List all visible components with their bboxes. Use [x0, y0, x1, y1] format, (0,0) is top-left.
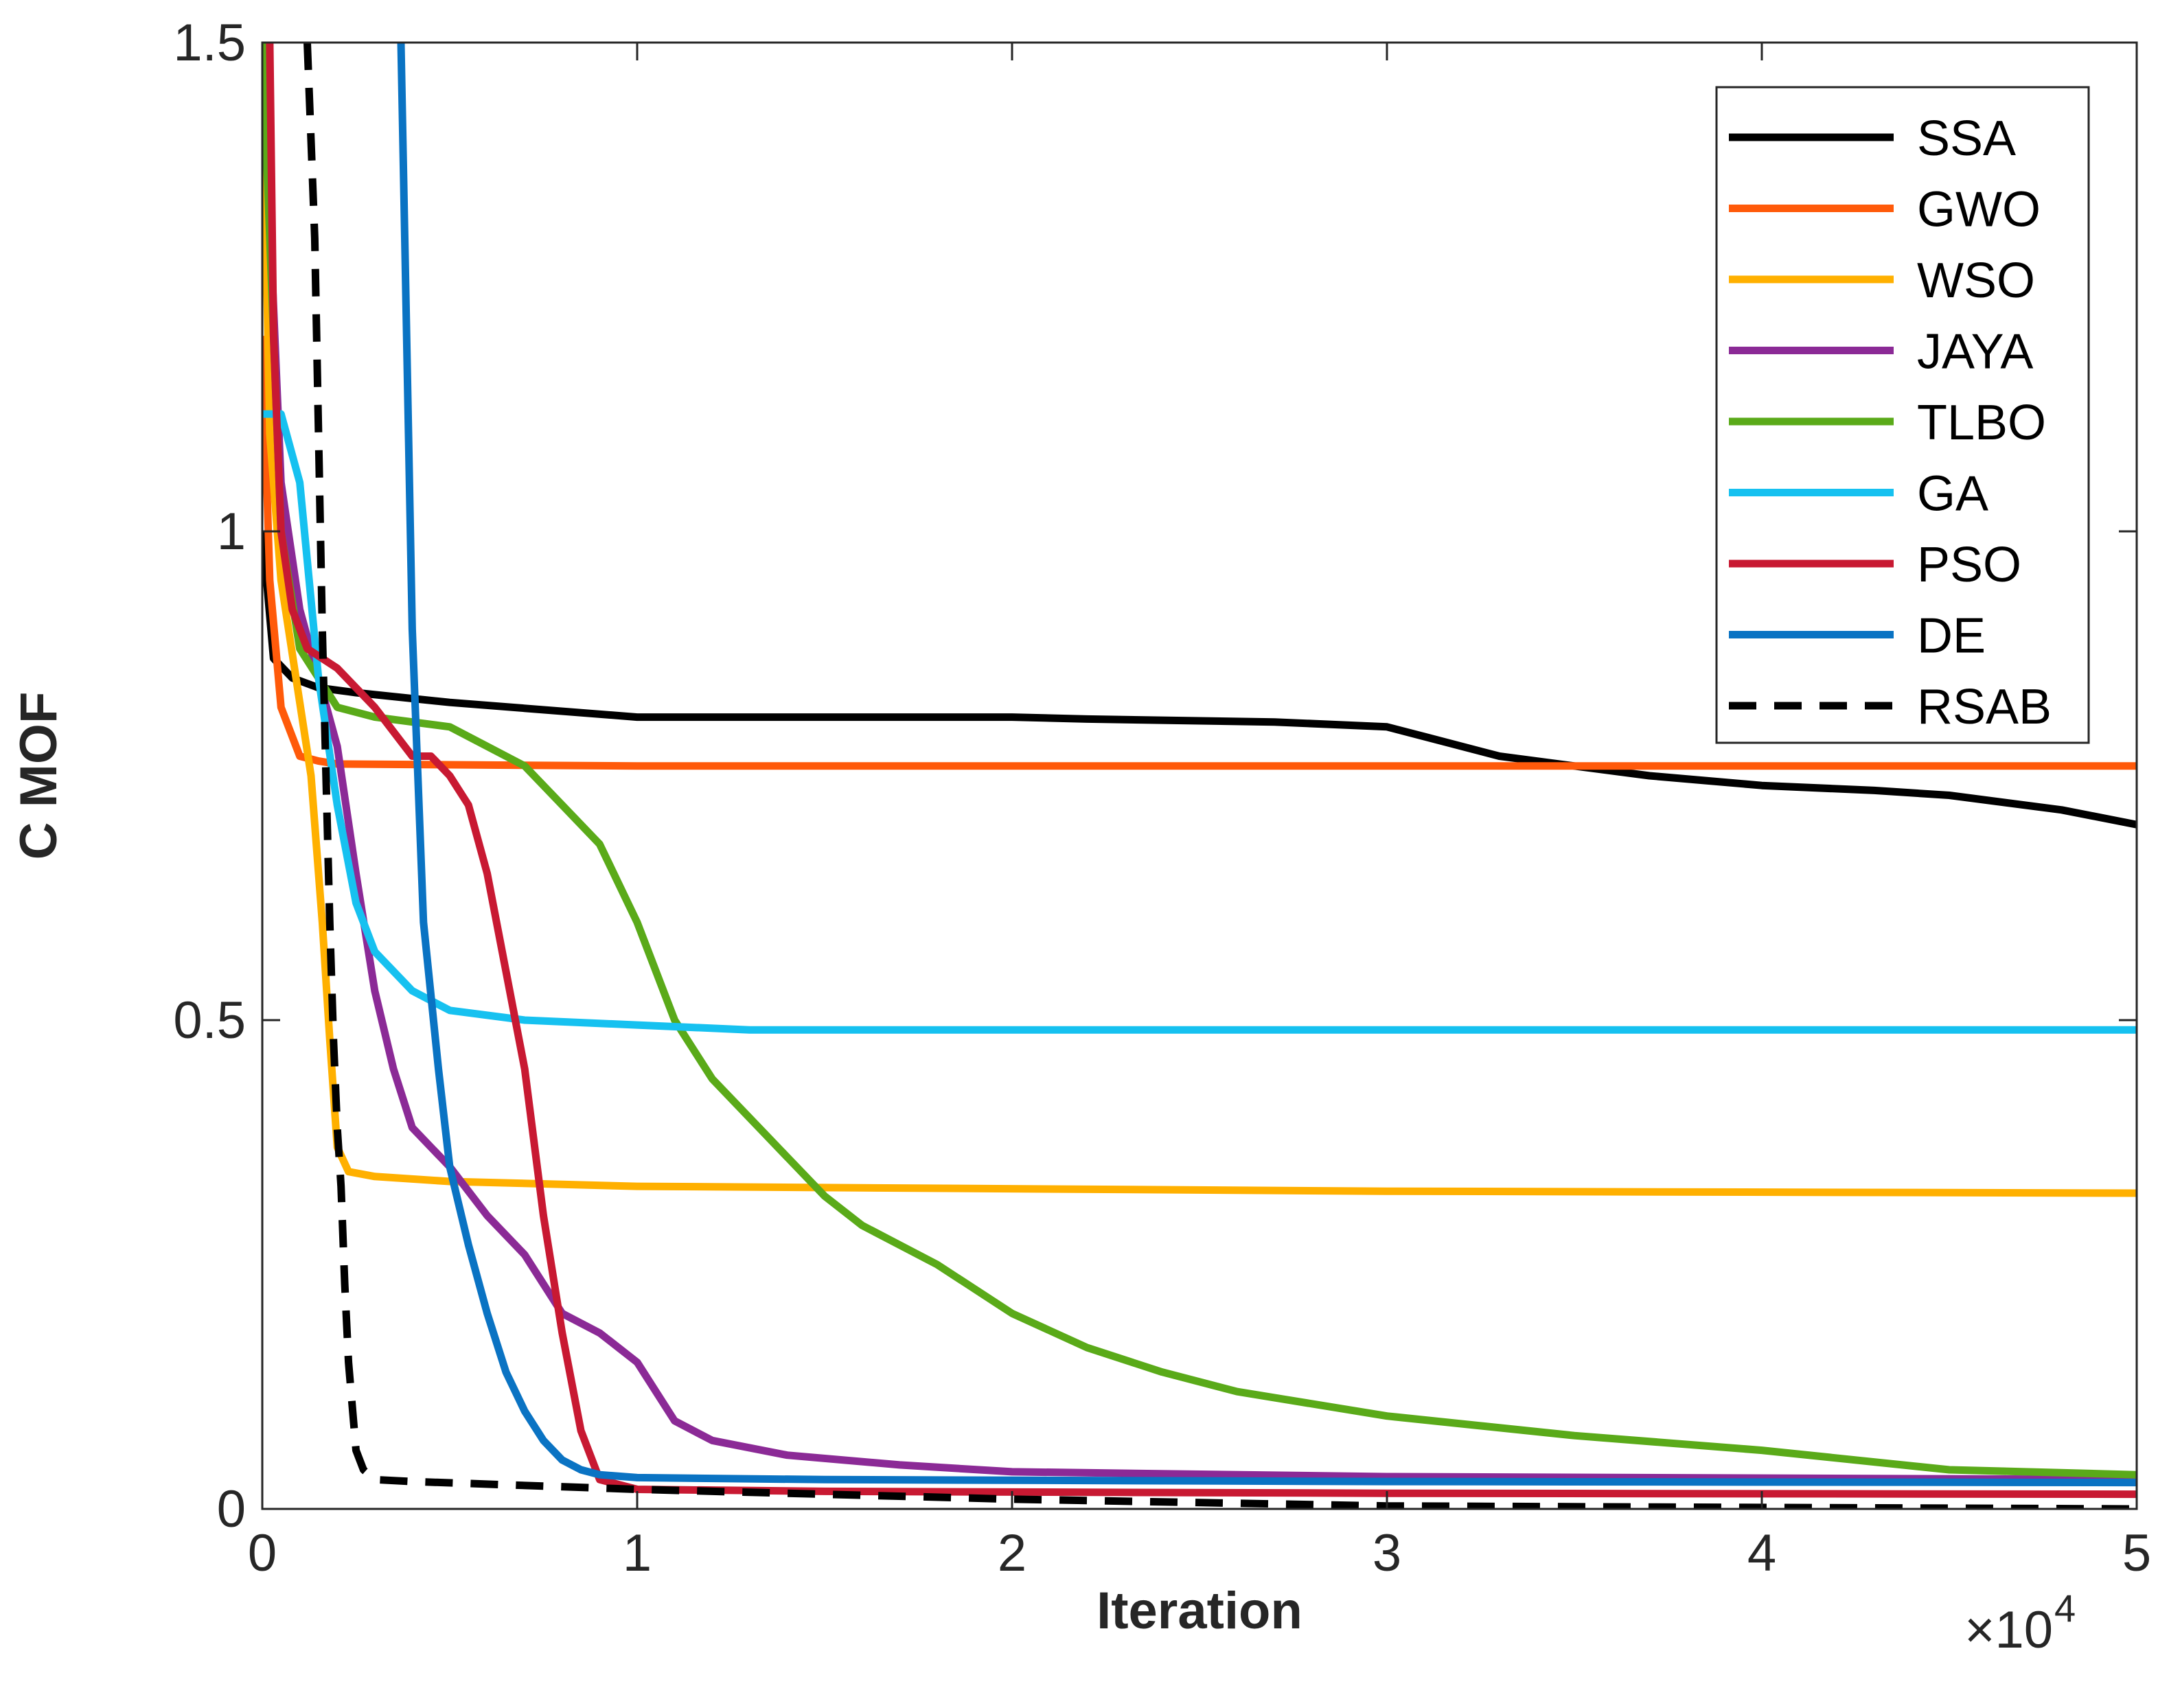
legend-item-de: DE: [1729, 609, 1986, 664]
legend-item-pso: PSO: [1729, 538, 2021, 592]
legend-item-wso: WSO: [1729, 253, 2035, 308]
y-tick-label: 1: [217, 503, 246, 561]
series-layer: [262, 43, 2137, 1509]
y-axis-label: C MOF: [10, 692, 68, 860]
legend-item-jaya: JAYA: [1729, 325, 2033, 380]
legend-label: SSA: [1917, 111, 2016, 166]
series-line-rsab: [303, 43, 2137, 1509]
axes-box: [261, 41, 2138, 1510]
series-line-pso: [266, 43, 2137, 1499]
legend-label: GWO: [1917, 183, 2041, 238]
legend-item-tlbo: TLBO: [1729, 395, 2046, 450]
series-line-ga: [262, 410, 2137, 1034]
legend-item-ssa: SSA: [1729, 111, 2016, 166]
legend: SSA GWO WSO JAYA TLBO GA PSO DE RSAB: [1715, 86, 2090, 744]
x-tick-label: 5: [2122, 1524, 2151, 1582]
x-multiplier: ×10 4: [1964, 1586, 2076, 1659]
legend-item-rsab: RSAB: [1729, 680, 2052, 735]
legend-label: GA: [1917, 467, 1988, 522]
x-multiplier-exponent: 4: [2054, 1586, 2076, 1630]
x-axis-label: Iteration: [1097, 1582, 1302, 1640]
x-multiplier-base: ×10: [1964, 1601, 2053, 1659]
series-line-de: [397, 43, 2137, 1487]
legend-label: JAYA: [1917, 325, 2033, 380]
y-tick-label: 0: [217, 1480, 246, 1538]
x-tick-label: 4: [1747, 1524, 1776, 1582]
legend-label: PSO: [1917, 538, 2021, 592]
x-tick-label: 3: [1373, 1524, 1401, 1582]
y-tick-label: 0.5: [173, 991, 246, 1050]
legend-item-gwo: GWO: [1729, 183, 2041, 238]
legend-item-ga: GA: [1729, 467, 1988, 522]
x-tick-label: 1: [623, 1524, 652, 1582]
legend-label: RSAB: [1917, 680, 2052, 735]
series-line-jaya: [262, 43, 2137, 1484]
legend-label: DE: [1917, 609, 1986, 664]
legend-items: SSA GWO WSO JAYA TLBO GA PSO DE RSAB: [1729, 111, 2052, 735]
legend-label: WSO: [1917, 253, 2035, 308]
x-tick-label: 0: [248, 1524, 277, 1582]
tick-layer: 0 1 2 3 4 5 0 0.5 1 1.5: [173, 14, 2151, 1582]
series-line-gwo: [262, 336, 2137, 770]
legend-label: TLBO: [1917, 395, 2046, 450]
y-tick-label: 1.5: [173, 14, 246, 72]
x-tick-label: 2: [998, 1524, 1026, 1582]
